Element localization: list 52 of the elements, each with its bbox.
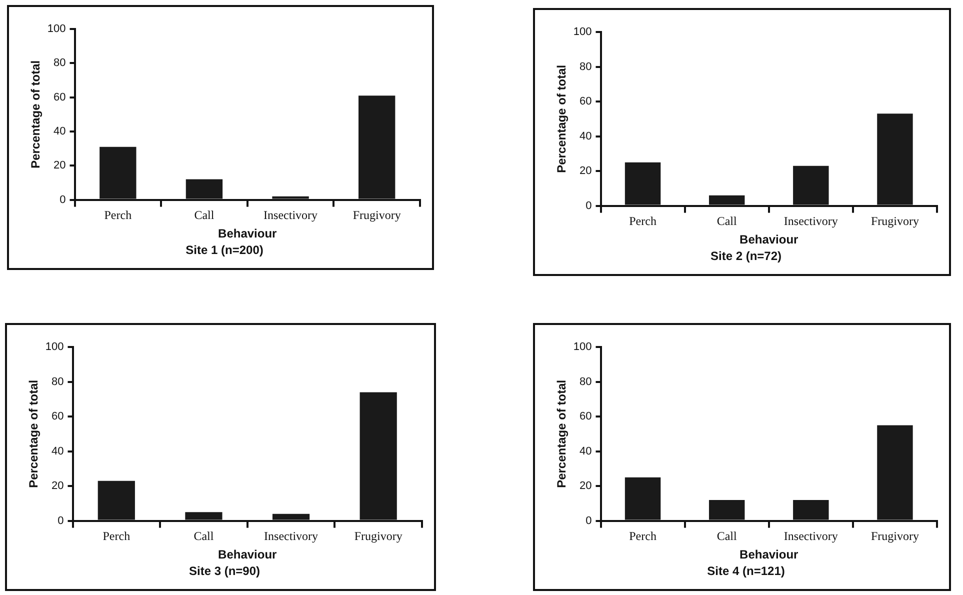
y-tick-label: 40	[580, 445, 592, 458]
y-tick-label: 0	[586, 200, 592, 212]
x-tick-label: Call	[194, 529, 214, 544]
y-axis-title: Percentage of total	[554, 380, 569, 488]
x-tick-label: Call	[716, 529, 738, 544]
x-tick-label: Frugivory	[354, 529, 402, 544]
y-tick-label: 100	[45, 341, 64, 354]
text: Site 2 (n=72)	[710, 249, 782, 264]
x-tick-label: Perch	[102, 529, 130, 544]
x-tick-label: Frugivory	[870, 214, 919, 228]
x-axis-title: Behaviour	[218, 548, 278, 562]
y-tick-label: 40	[580, 130, 592, 142]
x-axis-title: Behaviour	[218, 226, 278, 241]
y-tick-label: 60	[580, 410, 592, 423]
y-tick-label: 20	[580, 480, 592, 492]
x-tick-label: Frugivory	[870, 529, 919, 544]
y-axis-title: Percentage of total	[554, 64, 569, 173]
y-tick-label: 80	[580, 376, 592, 388]
y-tick-label: 0	[586, 514, 592, 527]
y-tick-label: 60	[52, 410, 64, 423]
text: Site 4 (n=121)	[707, 564, 785, 578]
y-tick-label: 0	[58, 514, 64, 527]
y-tick-label: 60	[580, 96, 592, 108]
y-tick-label: 100	[573, 341, 592, 354]
x-tick-label: Insectivory	[264, 529, 318, 544]
y-tick-label: 100	[573, 26, 592, 38]
y-tick-label: 80	[580, 60, 592, 73]
y-tick-label: 80	[52, 376, 64, 388]
x-tick-label: Perch	[629, 214, 656, 228]
y-axis-title: Percentage of total	[28, 60, 43, 168]
x-tick-label: Perch	[629, 529, 656, 544]
y-tick-label: 100	[47, 23, 66, 36]
x-tick-label: Insectivory	[784, 529, 838, 544]
x-tick-label: Call	[194, 208, 215, 222]
y-axis-title: Percentage of total	[26, 380, 41, 488]
y-tick-label: 40	[52, 445, 64, 458]
y-tick-label: 80	[54, 57, 66, 70]
y-tick-label: 20	[580, 165, 592, 178]
text: Site 3 (n=90)	[188, 564, 260, 578]
y-tick-label: 0	[60, 194, 66, 206]
x-tick-label: Perch	[104, 208, 132, 222]
x-tick-label: Insectivory	[264, 208, 318, 222]
y-tick-label: 20	[52, 480, 64, 492]
x-tick-label: Call	[716, 214, 738, 228]
x-tick-label: Insectivory	[784, 214, 838, 228]
y-tick-label: 60	[54, 91, 66, 104]
x-axis-title: Behaviour	[740, 232, 799, 247]
y-tick-label: 40	[54, 126, 66, 138]
y-tick-label: 20	[54, 160, 66, 172]
x-tick-label: Frugivory	[352, 208, 401, 222]
x-axis-title: Behaviour	[740, 548, 799, 562]
text: Site 1 (n=200)	[186, 243, 264, 258]
